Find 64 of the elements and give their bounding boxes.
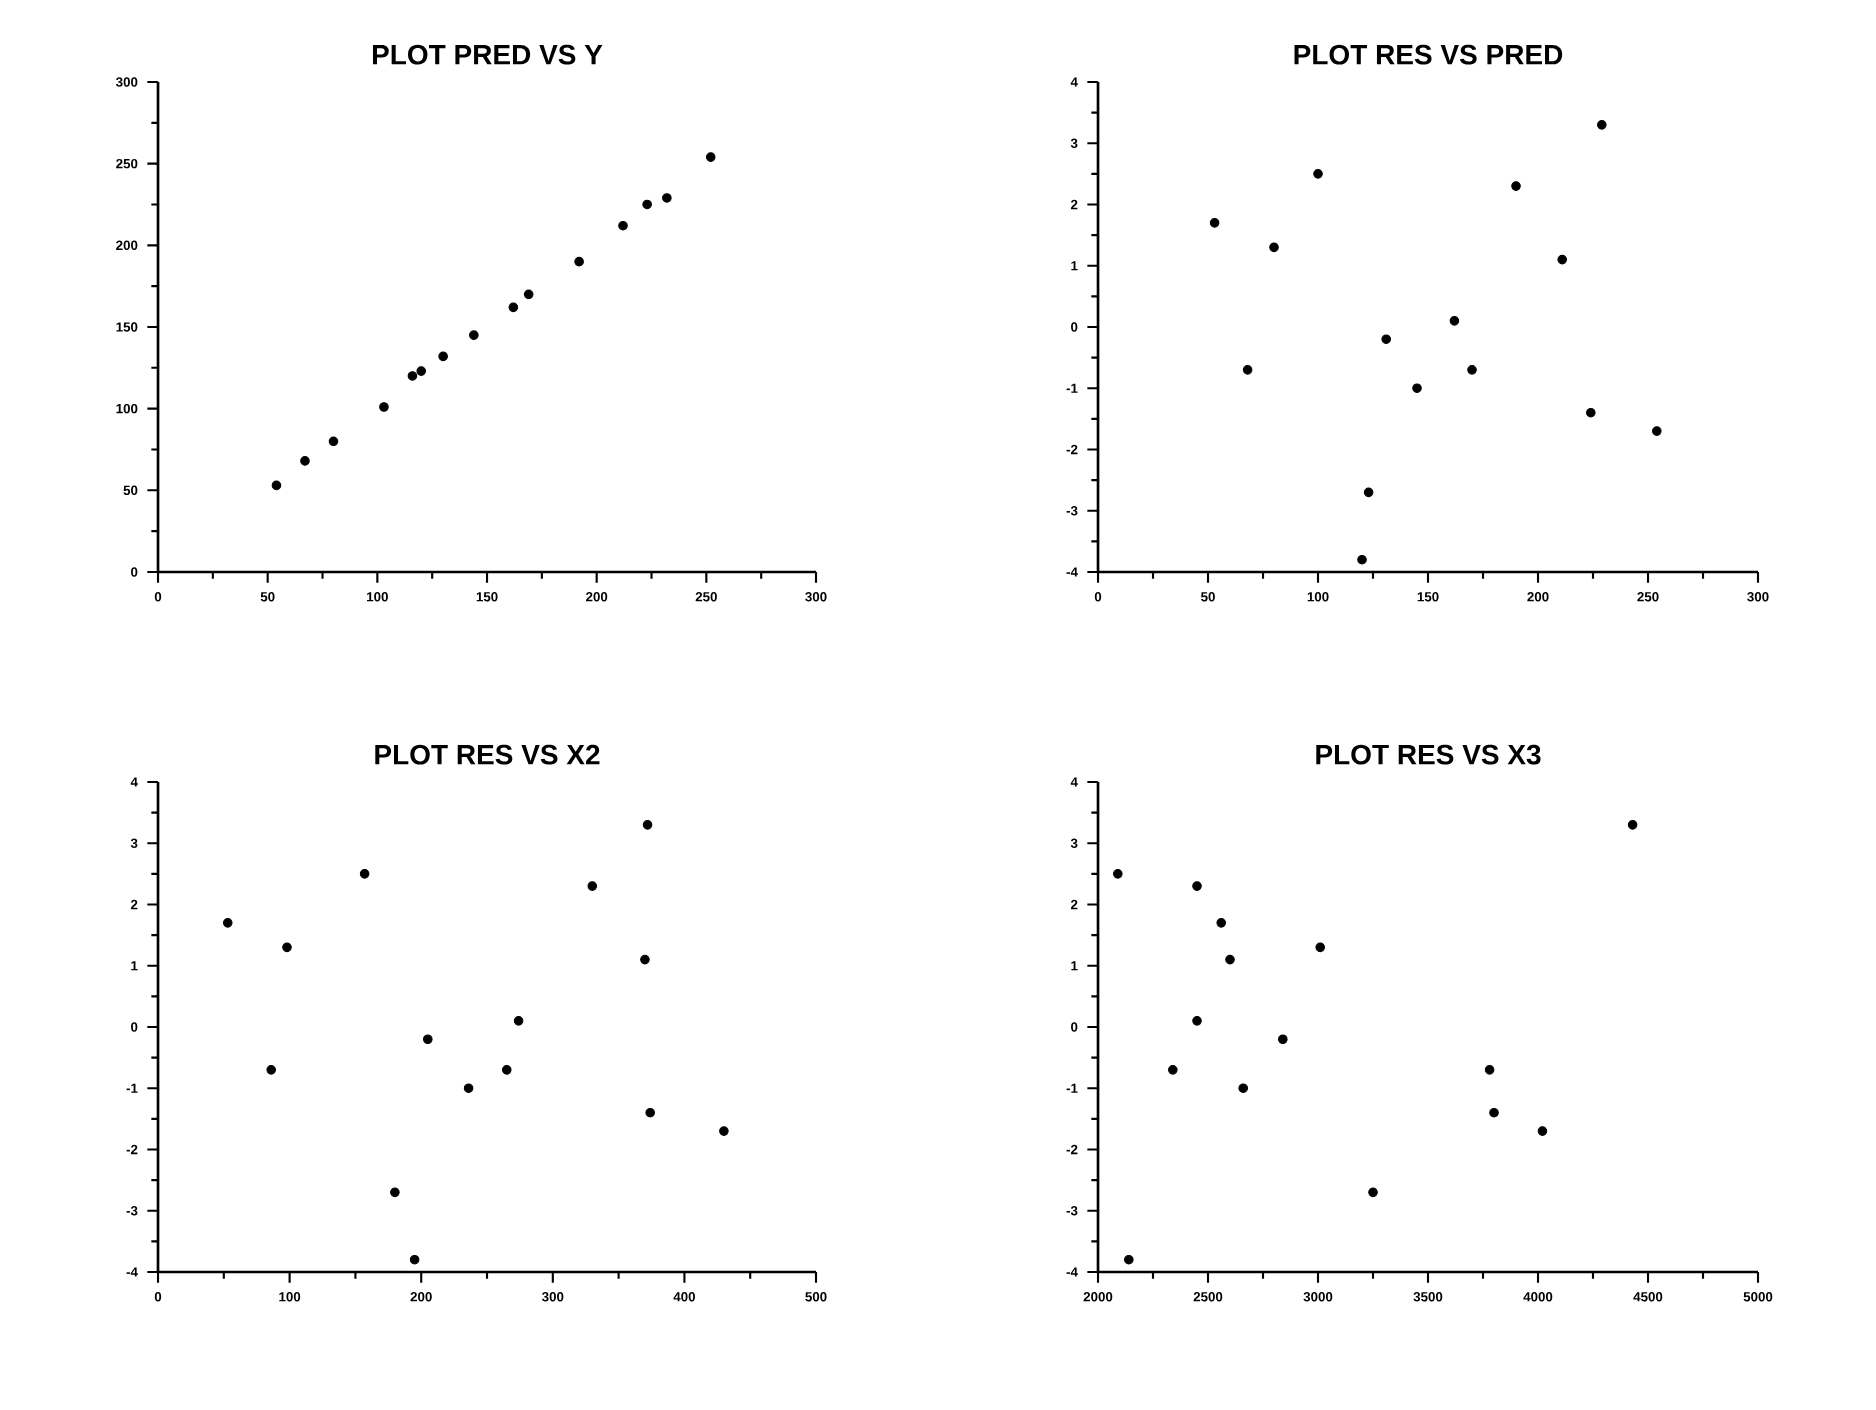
point (463, 1083, 474, 1094)
point (501, 1065, 512, 1075)
point (416, 366, 427, 376)
point (1278, 1034, 1288, 1045)
point (409, 1254, 420, 1265)
point (222, 918, 233, 928)
point (1357, 554, 1367, 565)
point (618, 220, 628, 231)
point (719, 1126, 729, 1136)
point (513, 1016, 524, 1026)
point (1467, 365, 1477, 375)
chart-title: PLOT PRED VS Y (372, 44, 603, 65)
point (469, 330, 479, 340)
point (705, 152, 716, 162)
point (640, 954, 650, 965)
point (1557, 254, 1568, 265)
point (1368, 1187, 1378, 1198)
point (642, 199, 652, 210)
point (574, 256, 584, 267)
point (523, 289, 534, 300)
chart-title: PLOT RES VS X3 (1316, 744, 1541, 765)
point (1489, 1107, 1499, 1118)
chart-title: PLOT RES VS PRED (1294, 44, 1563, 65)
point (587, 881, 598, 891)
point (1537, 1126, 1548, 1136)
point (1449, 316, 1460, 326)
point (662, 193, 672, 203)
point (1192, 881, 1202, 891)
point (1652, 426, 1662, 436)
point (1412, 383, 1422, 394)
point (282, 942, 292, 953)
point (271, 480, 282, 491)
point (1216, 918, 1227, 928)
point (422, 1034, 433, 1045)
point (1209, 218, 1220, 228)
point (379, 402, 389, 412)
point (1484, 1065, 1495, 1075)
point (1192, 1016, 1202, 1026)
point (438, 351, 448, 362)
point (508, 302, 519, 313)
point (266, 1065, 276, 1075)
chart-title: PLOT RES VS X2 (375, 744, 600, 765)
point (300, 456, 310, 466)
point (1225, 954, 1235, 965)
point (1586, 407, 1596, 418)
point (1168, 1065, 1178, 1075)
point (1113, 869, 1123, 879)
point (1363, 487, 1374, 498)
point (359, 869, 370, 879)
point (407, 371, 418, 381)
point (328, 436, 339, 447)
point (1242, 365, 1253, 375)
point (1597, 120, 1607, 130)
point (1238, 1083, 1249, 1094)
point (390, 1187, 400, 1198)
point (1313, 169, 1323, 179)
point (645, 1107, 655, 1118)
point (642, 820, 653, 830)
point (1269, 242, 1279, 253)
point (1381, 334, 1392, 345)
point (1627, 820, 1638, 830)
point (1511, 181, 1521, 191)
point (1124, 1254, 1134, 1265)
point (1315, 942, 1326, 953)
